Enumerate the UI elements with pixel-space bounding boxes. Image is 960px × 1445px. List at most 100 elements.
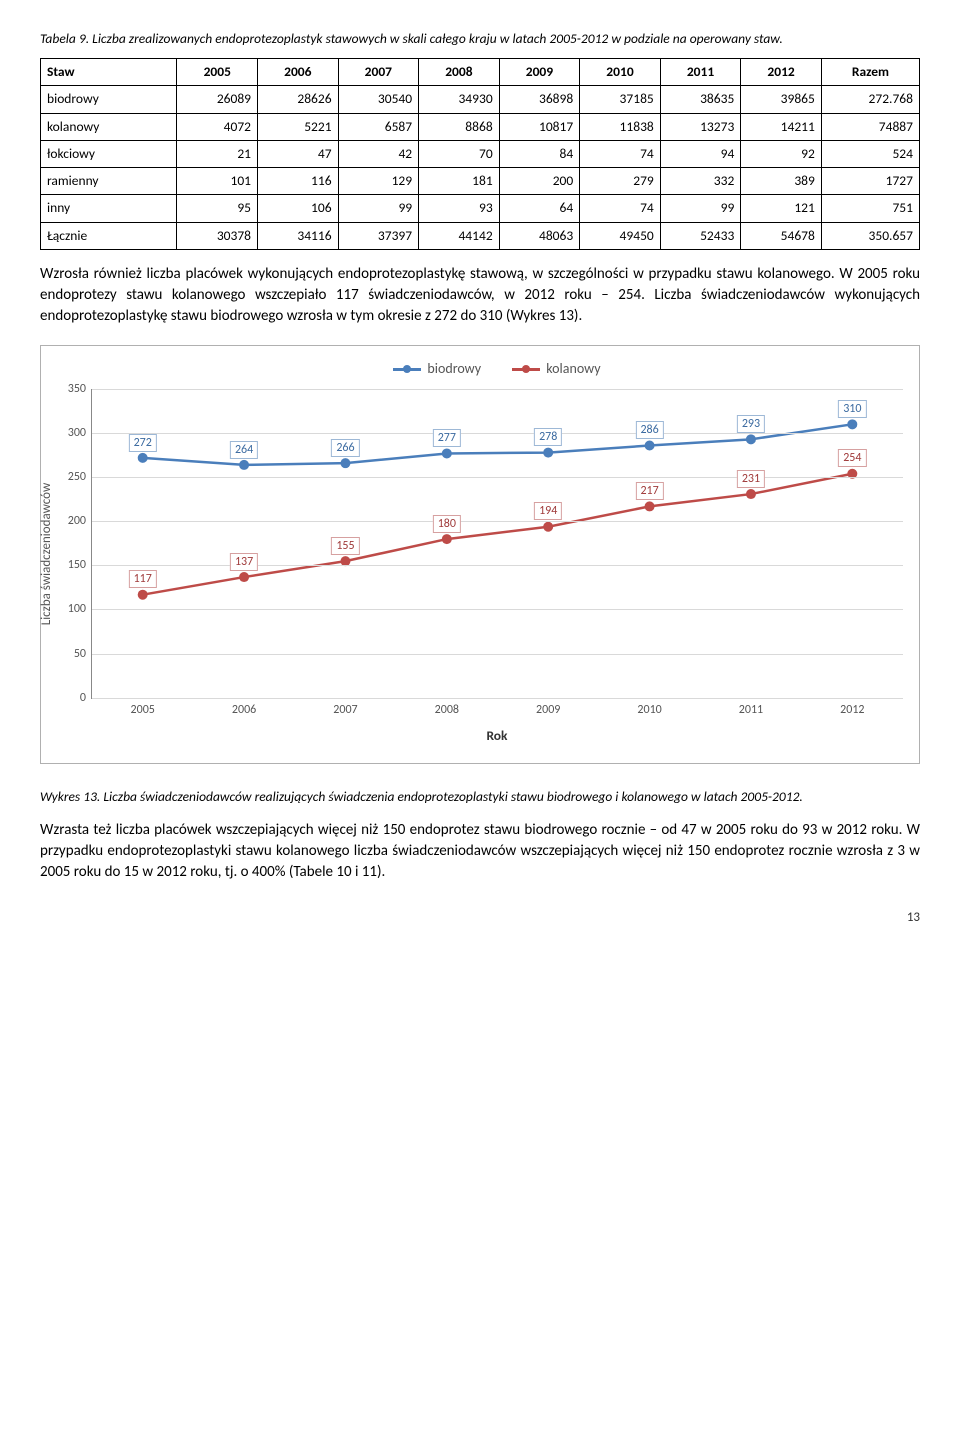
legend-item-biodrowy: biodrowy bbox=[393, 360, 481, 379]
table-row-label: kolanowy bbox=[41, 113, 177, 140]
chart-ytick: 350 bbox=[54, 381, 86, 397]
table-row: łokciowy2147427084749492524 bbox=[41, 140, 920, 167]
table-cell-sum: 1727 bbox=[821, 168, 919, 195]
chart-ytick: 300 bbox=[54, 425, 86, 441]
chart-xtick: 2008 bbox=[435, 702, 459, 718]
table-corner: Staw bbox=[41, 59, 177, 86]
x-axis-title: Rok bbox=[91, 727, 903, 745]
table-cell: 37185 bbox=[580, 86, 661, 113]
page-number: 13 bbox=[40, 909, 920, 927]
table-cell: 279 bbox=[580, 168, 661, 195]
chart-ytick: 0 bbox=[54, 690, 86, 706]
table-cell: 332 bbox=[660, 168, 741, 195]
table-cell: 200 bbox=[499, 168, 580, 195]
chart-point-label: 286 bbox=[635, 421, 663, 439]
table-row: kolanowy40725221658788681081711838132731… bbox=[41, 113, 920, 140]
table-cell: 5221 bbox=[258, 113, 339, 140]
table-col-year: 2010 bbox=[580, 59, 661, 86]
chart-point-label: 217 bbox=[635, 482, 663, 500]
chart-point-label: 293 bbox=[737, 415, 765, 433]
chart-ytick: 100 bbox=[54, 601, 86, 617]
table-cell: 84 bbox=[499, 140, 580, 167]
chart-xtick: 2005 bbox=[131, 702, 155, 718]
chart-point-label: 137 bbox=[230, 553, 258, 571]
table-cell: 42 bbox=[338, 140, 419, 167]
figure-caption: Wykres 13. Liczba świadczeniodawców real… bbox=[40, 788, 920, 806]
chart-ytick: 50 bbox=[54, 645, 86, 661]
table-cell: 389 bbox=[741, 168, 822, 195]
chart-xtick: 2010 bbox=[637, 702, 661, 718]
legend-item-kolanowy: kolanowy bbox=[512, 360, 600, 379]
chart-gridline bbox=[92, 698, 903, 699]
table-cell: 74 bbox=[580, 195, 661, 222]
table-cell: 64 bbox=[499, 195, 580, 222]
table-col-year: 2006 bbox=[258, 59, 339, 86]
chart-gridline bbox=[92, 654, 903, 655]
chart-xtick: 2009 bbox=[536, 702, 560, 718]
legend-swatch-red bbox=[512, 368, 540, 371]
chart-xtick: 2006 bbox=[232, 702, 256, 718]
table-cell: 30378 bbox=[177, 222, 258, 249]
chart-point-label: 117 bbox=[129, 570, 157, 588]
table-row-label: Łącznie bbox=[41, 222, 177, 249]
table-cell: 38635 bbox=[660, 86, 741, 113]
table-cell: 36898 bbox=[499, 86, 580, 113]
table-cell: 34116 bbox=[258, 222, 339, 249]
table-cell: 92 bbox=[741, 140, 822, 167]
table-col-sum: Razem bbox=[821, 59, 919, 86]
chart-point-label: 278 bbox=[534, 428, 562, 446]
table-cell: 93 bbox=[419, 195, 500, 222]
table-cell: 181 bbox=[419, 168, 500, 195]
table-cell-sum: 74887 bbox=[821, 113, 919, 140]
paragraph-1: Wzrosła również liczba placówek wykonują… bbox=[40, 264, 920, 327]
table-cell: 116 bbox=[258, 168, 339, 195]
table-cell: 39865 bbox=[741, 86, 822, 113]
table-cell-sum: 524 bbox=[821, 140, 919, 167]
table-cell: 121 bbox=[741, 195, 822, 222]
table-cell: 6587 bbox=[338, 113, 419, 140]
paragraph-2: Wzrasta też liczba placówek wszczepiając… bbox=[40, 820, 920, 883]
table-col-year: 2009 bbox=[499, 59, 580, 86]
chart-point-label: 155 bbox=[331, 537, 359, 555]
table-cell: 52433 bbox=[660, 222, 741, 249]
table-row-label: biodrowy bbox=[41, 86, 177, 113]
chart-point-label: 231 bbox=[737, 470, 765, 488]
chart-svg bbox=[92, 389, 903, 698]
table-cell: 48063 bbox=[499, 222, 580, 249]
table-row: inny951069993647499121751 bbox=[41, 195, 920, 222]
chart-point-label: 310 bbox=[838, 400, 866, 418]
table-cell: 30540 bbox=[338, 86, 419, 113]
chart-gridline bbox=[92, 609, 903, 610]
chart-ytick: 150 bbox=[54, 557, 86, 573]
table-cell: 34930 bbox=[419, 86, 500, 113]
chart-point-label: 277 bbox=[433, 429, 461, 447]
table-col-year: 2011 bbox=[660, 59, 741, 86]
table-cell: 8868 bbox=[419, 113, 500, 140]
chart-xtick: 2011 bbox=[739, 702, 763, 718]
table-row-label: inny bbox=[41, 195, 177, 222]
table-cell: 11838 bbox=[580, 113, 661, 140]
table-cell: 37397 bbox=[338, 222, 419, 249]
table-cell: 95 bbox=[177, 195, 258, 222]
chart-xtick: 2012 bbox=[840, 702, 864, 718]
table-cell: 106 bbox=[258, 195, 339, 222]
legend-label-a: biodrowy bbox=[427, 360, 481, 379]
chart-point-label: 264 bbox=[230, 441, 258, 459]
table-cell: 99 bbox=[338, 195, 419, 222]
chart-container: Liczba świadczeniodawców biodrowy kolano… bbox=[40, 345, 920, 764]
data-table: Staw20052006200720082009201020112012Raze… bbox=[40, 58, 920, 250]
chart-ytick: 250 bbox=[54, 469, 86, 485]
chart-plot-area: 0501001502002503003502005200620072008200… bbox=[91, 389, 903, 699]
legend-swatch-blue bbox=[393, 368, 421, 371]
table-cell: 4072 bbox=[177, 113, 258, 140]
table-cell: 70 bbox=[419, 140, 500, 167]
chart-xtick: 2007 bbox=[333, 702, 357, 718]
table-cell: 94 bbox=[660, 140, 741, 167]
table-cell: 101 bbox=[177, 168, 258, 195]
table-row: Łącznie303783411637397441424806349450524… bbox=[41, 222, 920, 249]
chart-point-label: 254 bbox=[838, 449, 866, 467]
table-row: ramienny1011161291812002793323891727 bbox=[41, 168, 920, 195]
table-row-label: ramienny bbox=[41, 168, 177, 195]
chart-point-label: 266 bbox=[331, 439, 359, 457]
table-cell-sum: 751 bbox=[821, 195, 919, 222]
